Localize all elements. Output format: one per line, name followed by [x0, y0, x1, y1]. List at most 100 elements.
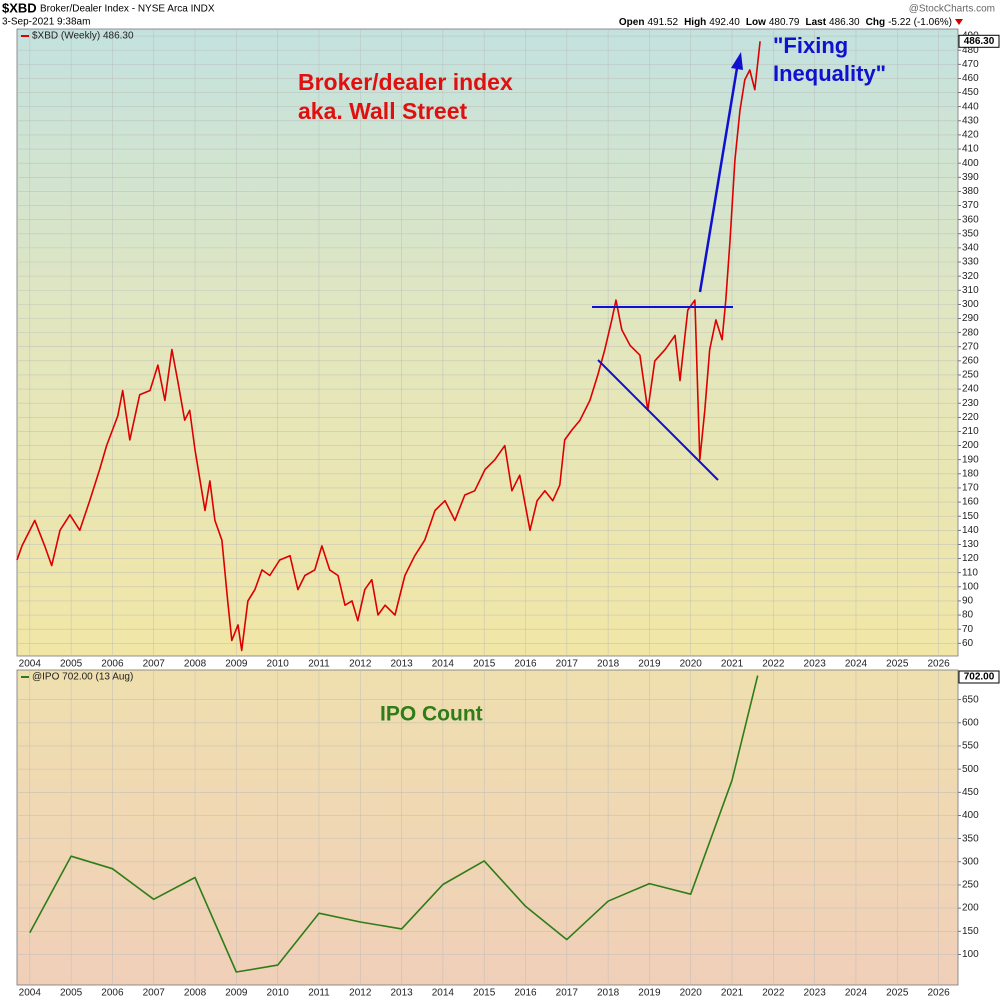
- x-tick-label: 2018: [597, 988, 620, 999]
- x-tick-label: 2012: [349, 659, 372, 670]
- x-tick-label: 2022: [762, 988, 785, 999]
- x-tick-label: 2011: [308, 659, 330, 670]
- y-tick-label: 370: [962, 200, 979, 211]
- y-tick-label: 320: [962, 271, 979, 282]
- x-tick-label: 2006: [101, 988, 124, 999]
- quote-label: Chg: [866, 17, 885, 28]
- x-tick-label: 2021: [721, 988, 744, 999]
- x-tick-label: 2025: [886, 659, 909, 670]
- y-tick-label: 550: [962, 741, 979, 752]
- x-tick-label: 2008: [184, 988, 207, 999]
- x-tick-label: 2004: [19, 988, 42, 999]
- y-tick-label: 260: [962, 355, 979, 366]
- support-line: [597, 359, 719, 481]
- y-tick-label: 280: [962, 327, 979, 338]
- x-tick-label: 2025: [886, 988, 909, 999]
- y-tick-label: 150: [962, 511, 979, 522]
- quote-value: -5.22 (-1.06%): [888, 17, 952, 28]
- y-tick-label: 130: [962, 539, 979, 550]
- y-tick-label: 200: [962, 440, 979, 451]
- x-tick-label: 2019: [638, 659, 661, 670]
- y-tick-label: 210: [962, 426, 979, 437]
- y-tick-label: 180: [962, 468, 979, 479]
- annotation: Broker/dealer index: [298, 69, 513, 95]
- plot-layer: 2004 2005 2006 2007 2008 2009 2010 2011 2012 2013…: [16, 29, 1000, 999]
- legend-label: $XBD (Weekly) 486.30: [32, 31, 134, 42]
- y-tick-label: 270: [962, 341, 979, 352]
- y-tick-label: 250: [962, 880, 979, 891]
- x-tick-label: 2014: [432, 659, 455, 670]
- y-tick-label: 600: [962, 717, 979, 728]
- x-tick-label: 2009: [225, 659, 248, 670]
- y-tick-label: 330: [962, 257, 979, 268]
- y-tick-label: 80: [962, 610, 974, 621]
- y-tick-label: 70: [962, 624, 974, 635]
- x-tick-label: 2005: [60, 659, 83, 670]
- x-tick-label: 2008: [184, 659, 207, 670]
- quote-value: 492.40: [709, 17, 740, 28]
- source: @StockCharts.com: [909, 4, 995, 15]
- y-tick-label: 410: [962, 144, 979, 155]
- y-tick-label: 60: [962, 638, 974, 649]
- y-tick-label: 390: [962, 172, 979, 183]
- quote-value: 480.79: [769, 17, 800, 28]
- x-tick-label: 2013: [390, 659, 413, 670]
- quote-value: 486.30: [829, 17, 860, 28]
- y-tick-label: 190: [962, 454, 979, 465]
- index-name: Broker/Dealer Index - NYSE Arca INDX: [40, 4, 215, 15]
- x-tick-label: 2017: [556, 659, 579, 670]
- y-tick-label: 220: [962, 412, 979, 423]
- x-tick-label: 2024: [845, 659, 868, 670]
- x-tick-label: 2019: [638, 988, 661, 999]
- x-tick-label: 2016: [514, 659, 537, 670]
- x-tick-label: 2010: [267, 659, 290, 670]
- x-tick-label: 2023: [804, 659, 827, 670]
- y-tick-label: 160: [962, 497, 979, 508]
- y-tick-label: 90: [962, 596, 974, 607]
- last-value-box: [958, 34, 1000, 48]
- annotation: IPO Count: [380, 703, 483, 726]
- x-tick-label: 2020: [680, 659, 703, 670]
- series-line: [29, 675, 759, 973]
- price-panel: [16, 28, 959, 657]
- x-tick-label: 2024: [845, 988, 868, 999]
- y-tick-label: 350: [962, 228, 979, 239]
- x-tick-label: 2016: [514, 988, 537, 999]
- y-tick-label: 200: [962, 903, 979, 914]
- y-tick-label: 420: [962, 130, 979, 141]
- annotation: aka. Wall Street: [298, 98, 468, 124]
- x-tick-label: 2009: [225, 988, 248, 999]
- x-tick-label: 2014: [432, 988, 455, 999]
- x-tick-label: 2011: [308, 988, 330, 999]
- x-tick-label: 2010: [267, 988, 290, 999]
- y-tick-label: 450: [962, 87, 979, 98]
- y-tick-label: 650: [962, 694, 979, 705]
- arrow-head: [731, 52, 743, 70]
- quote-label: High: [684, 17, 706, 28]
- quote: Open 491.52 High 492.40 Low 480.79 Last 486.30 C…: [619, 17, 952, 28]
- y-tick-label: 400: [962, 158, 979, 169]
- x-tick-label: 2026: [927, 659, 950, 670]
- y-tick-label: 250: [962, 370, 979, 381]
- x-tick-label: 2023: [804, 988, 827, 999]
- x-tick-label: 2021: [721, 659, 744, 670]
- down-arrow: [955, 19, 963, 25]
- y-tick-label: 400: [962, 810, 979, 821]
- y-tick-label: 470: [962, 59, 979, 70]
- y-tick-label: 350: [962, 833, 979, 844]
- x-tick-label: 2004: [19, 659, 42, 670]
- y-tick-label: 120: [962, 553, 979, 564]
- y-tick-label: 150: [962, 926, 979, 937]
- x-tick-label: 2020: [680, 988, 703, 999]
- x-tick-label: 2018: [597, 659, 620, 670]
- y-tick-label: 230: [962, 398, 979, 409]
- quote-value: 491.52: [647, 17, 678, 28]
- x-tick-label: 2026: [927, 988, 950, 999]
- y-tick-label: 240: [962, 384, 979, 395]
- x-tick-label: 2005: [60, 988, 83, 999]
- last-value-box: [958, 670, 1000, 684]
- x-tick-label: 2017: [556, 988, 579, 999]
- annotation: "Fixing: [773, 33, 848, 58]
- last-value-label: 702.00: [964, 672, 995, 683]
- y-tick-label: 140: [962, 525, 979, 536]
